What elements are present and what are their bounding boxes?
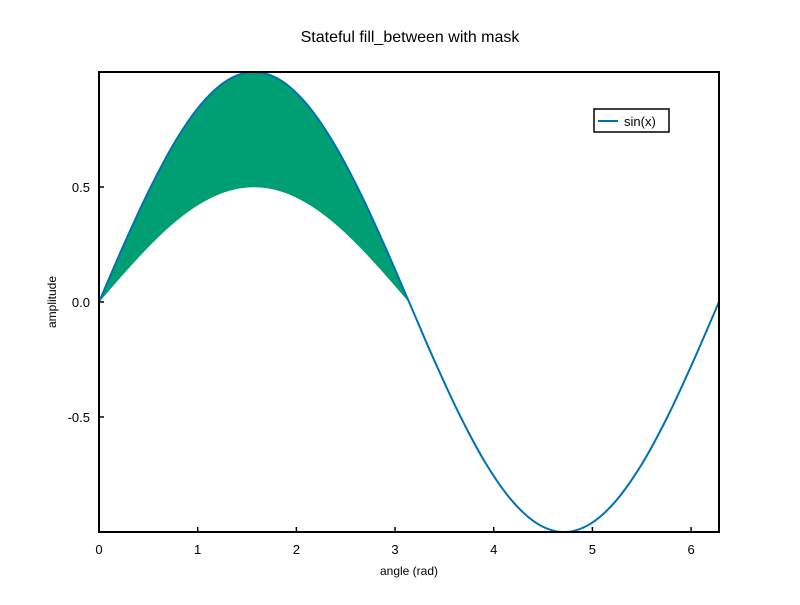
- series-line-sin: [98, 70, 720, 534]
- y-tick-label: -0.5: [68, 410, 90, 425]
- legend-label-sin: sin(x): [624, 114, 656, 129]
- x-tick-label: 1: [194, 542, 201, 557]
- y-tick-label: 0.0: [72, 295, 90, 310]
- fill-layer: [98, 71, 410, 303]
- x-tick-label: 2: [293, 542, 300, 557]
- y-axis-label: amplitude: [45, 276, 59, 328]
- x-tick-label: 4: [490, 542, 497, 557]
- y-tick-label: 0.5: [72, 180, 90, 195]
- x-axis-label: angle (rad): [380, 564, 438, 578]
- chart-title: Stateful fill_between with mask: [301, 29, 521, 46]
- x-tick-label: 5: [589, 542, 596, 557]
- x-tick-label: 0: [95, 542, 102, 557]
- x-tick-label: 3: [391, 542, 398, 557]
- fill-between-area: [98, 71, 410, 303]
- x-tick-label: 6: [687, 542, 694, 557]
- legend-box: [593, 108, 670, 133]
- ticks: 0 1 2 3 4 5 6 -0.5 0.0 0.5: [68, 180, 695, 557]
- line-layer: [98, 70, 720, 534]
- legend: sin(x): [593, 108, 670, 133]
